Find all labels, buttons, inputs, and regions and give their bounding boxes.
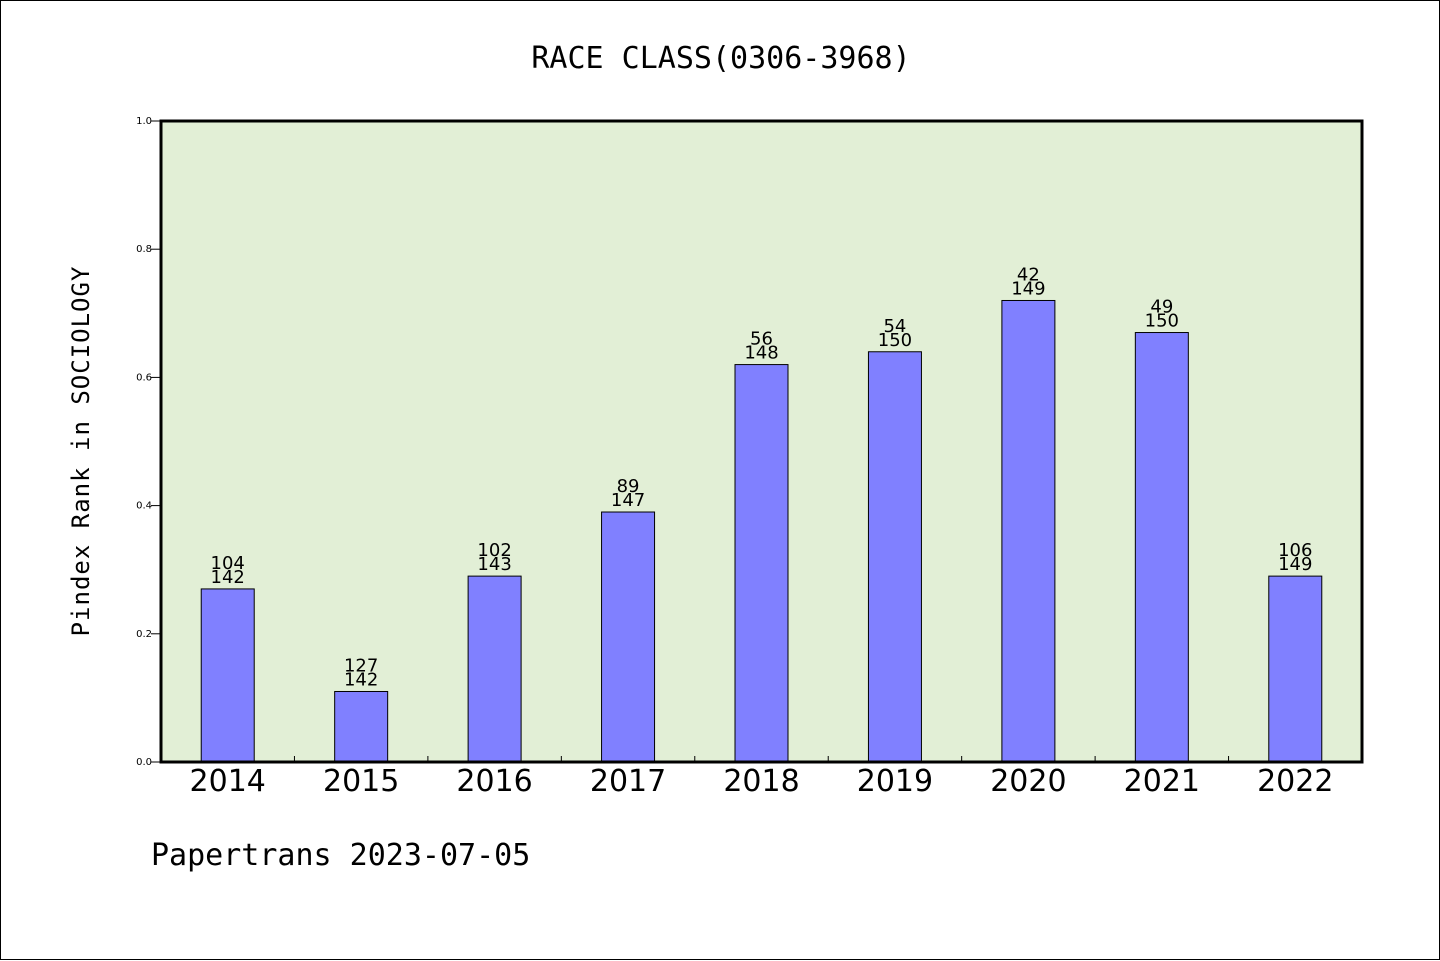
x-tick-label: 2019 [857, 764, 933, 799]
bar-2022 [1268, 575, 1323, 763]
bar-total-label: 142 [344, 669, 378, 690]
bar-total-label: 142 [211, 567, 245, 588]
bar-rank-label: 42 [1017, 264, 1040, 285]
y-ticks-layer: 0.0 0.2 0.4 0.6 0.8 1.0 [136, 116, 161, 768]
bar-rank-label: 102 [477, 540, 511, 561]
bar-total-label: 143 [477, 554, 511, 575]
y-tick-label: 1.0 [136, 116, 152, 127]
x-ticks-layer: 2014 2015 2016 2017 2018 2019 2020 2021 2022 [190, 756, 1333, 799]
bar-2016 [467, 575, 522, 763]
y-tick-label: 0.8 [136, 244, 152, 255]
x-tick-label: 2015 [323, 764, 399, 799]
bar-total-label: 150 [1145, 311, 1179, 332]
plot-border [159, 119, 1364, 764]
bar-labels-layer: 1041421271421021438914756148541504214949… [211, 264, 1313, 690]
bar-rank-label: 56 [750, 329, 773, 350]
bar-total-label: 149 [1278, 554, 1312, 575]
bar-2018 [734, 364, 789, 763]
y-tick-label: 0.0 [136, 757, 152, 768]
x-tick-label: 2016 [456, 764, 532, 799]
x-tick-label: 2022 [1257, 764, 1333, 799]
bar-rank-label: 104 [211, 553, 245, 574]
x-tick-label: 2020 [990, 764, 1066, 799]
bar-2015 [334, 690, 389, 763]
y-axis-label: Pindex Rank in SOCIOLOGY [67, 266, 95, 637]
bar-rank-label: 49 [1150, 297, 1173, 318]
bar-total-label: 149 [1011, 278, 1045, 299]
chart-title: RACE CLASS(0306-3968) [531, 41, 910, 76]
bars-layer [200, 299, 1323, 763]
x-tick-label: 2018 [723, 764, 799, 799]
bar-rank-label: 106 [1278, 540, 1312, 561]
bar-total-label: 150 [878, 330, 912, 351]
bar-total-label: 147 [611, 490, 645, 511]
footer-text: Papertrans 2023-07-05 [151, 838, 530, 873]
bar-2014 [200, 588, 255, 763]
bar-rank-label: 127 [344, 655, 378, 676]
y-tick-label: 0.6 [136, 372, 152, 383]
x-tick-label: 2017 [590, 764, 666, 799]
bar-rank-label: 89 [617, 476, 640, 497]
bar-2017 [601, 511, 656, 763]
bar-2020 [1001, 299, 1056, 763]
y-tick-label: 0.2 [136, 629, 152, 640]
x-tick-label: 2014 [190, 764, 266, 799]
y-tick-label: 0.4 [136, 501, 152, 512]
bar-2021 [1134, 332, 1189, 763]
bar-2019 [867, 351, 922, 763]
bar-total-label: 148 [744, 343, 778, 364]
x-tick-label: 2021 [1124, 764, 1200, 799]
bar-rank-label: 54 [883, 316, 906, 337]
